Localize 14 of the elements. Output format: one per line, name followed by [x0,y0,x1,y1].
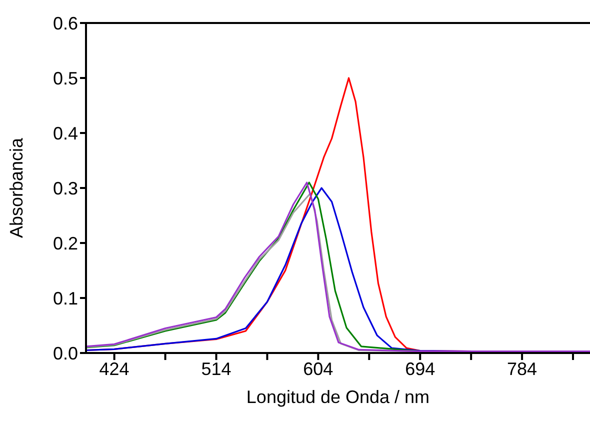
y-tick-label: 0.0 [52,343,78,364]
y-tick-label: 0.5 [52,68,78,88]
x-tick-label: 604 [303,358,334,379]
y-tick-label: 0.3 [52,178,78,198]
x-tick-label: 784 [507,358,538,379]
y-tick-label: 0.4 [52,123,78,144]
x-tick-label: 424 [99,358,130,379]
y-tick-label: 0.6 [52,13,78,34]
y-axis-title: Absorbancia [6,136,26,238]
y-tick-label: 0.2 [52,233,78,254]
x-axis-title: Longitud de Onda / nm [246,387,430,407]
x-tick-label: 694 [405,358,436,379]
y-tick-label: 0.1 [52,288,78,308]
x-tick-label: 514 [201,358,232,379]
